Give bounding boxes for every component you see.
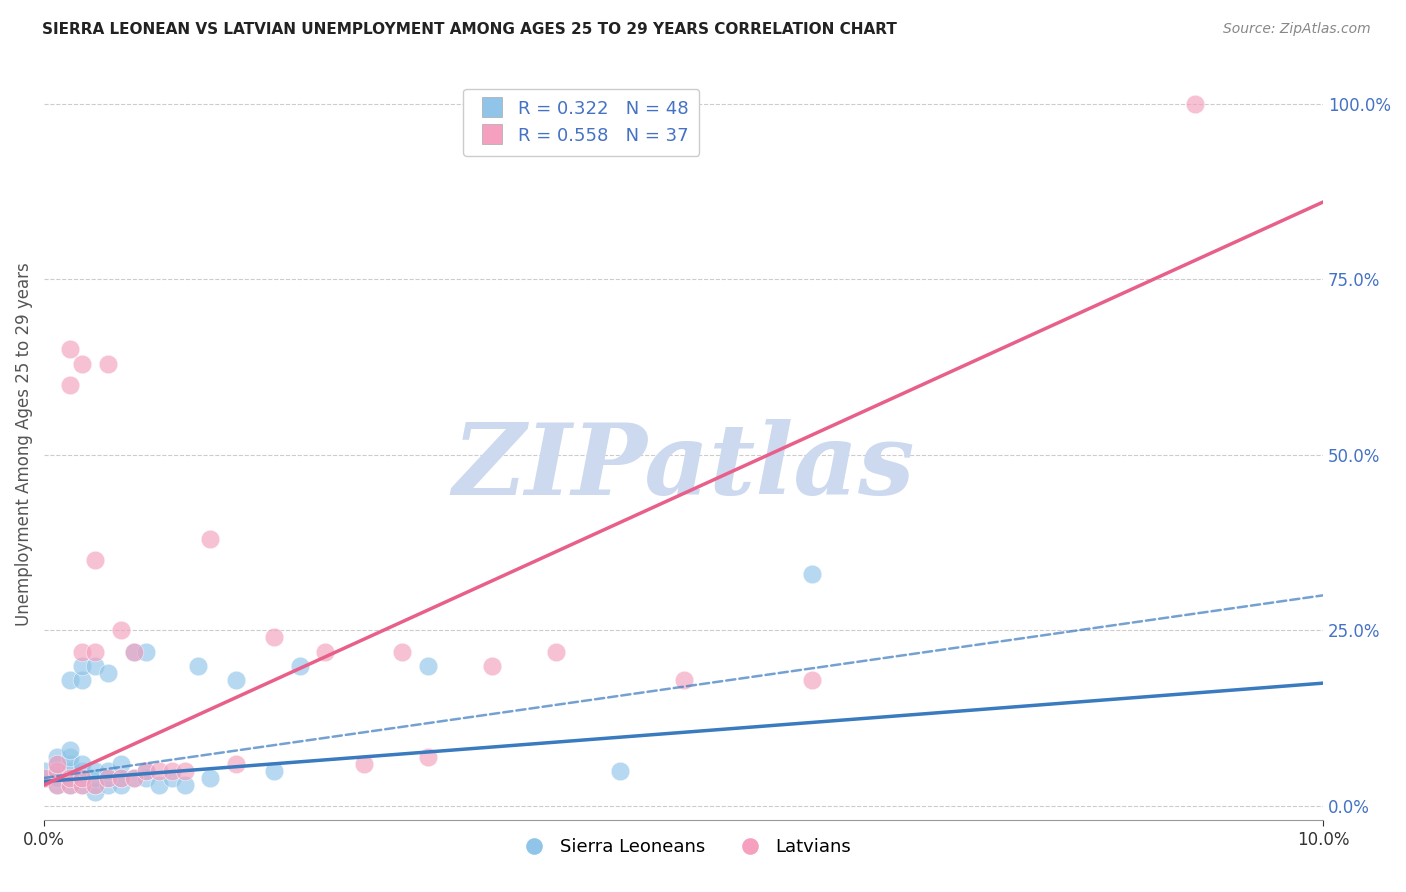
- Point: [160, 771, 183, 785]
- Point: [84, 644, 107, 658]
- Point: [32, 764, 55, 778]
- Point: [122, 644, 145, 658]
- Point: [110, 771, 132, 785]
- Point: [72, 673, 94, 687]
- Point: [72, 771, 94, 785]
- Point: [122, 644, 145, 658]
- Point: [59, 750, 82, 764]
- Point: [45, 756, 67, 771]
- Point: [672, 673, 695, 687]
- Point: [1184, 96, 1206, 111]
- Point: [72, 644, 94, 658]
- Point: [122, 771, 145, 785]
- Point: [72, 778, 94, 792]
- Point: [72, 658, 94, 673]
- Point: [97, 665, 120, 680]
- Point: [288, 658, 311, 673]
- Point: [72, 778, 94, 792]
- Point: [135, 644, 157, 658]
- Point: [59, 778, 82, 792]
- Point: [97, 764, 120, 778]
- Point: [173, 778, 195, 792]
- Point: [84, 778, 107, 792]
- Point: [148, 778, 170, 792]
- Point: [544, 644, 567, 658]
- Point: [97, 771, 120, 785]
- Point: [800, 567, 823, 582]
- Point: [315, 644, 337, 658]
- Point: [59, 764, 82, 778]
- Point: [45, 764, 67, 778]
- Point: [59, 343, 82, 357]
- Point: [72, 764, 94, 778]
- Point: [800, 673, 823, 687]
- Point: [416, 658, 439, 673]
- Point: [59, 673, 82, 687]
- Point: [45, 778, 67, 792]
- Point: [45, 750, 67, 764]
- Point: [160, 764, 183, 778]
- Point: [135, 764, 157, 778]
- Point: [609, 764, 631, 778]
- Text: SIERRA LEONEAN VS LATVIAN UNEMPLOYMENT AMONG AGES 25 TO 29 YEARS CORRELATION CHA: SIERRA LEONEAN VS LATVIAN UNEMPLOYMENT A…: [42, 22, 897, 37]
- Point: [225, 673, 247, 687]
- Point: [97, 778, 120, 792]
- Point: [225, 756, 247, 771]
- Point: [135, 771, 157, 785]
- Point: [122, 771, 145, 785]
- Point: [45, 764, 67, 778]
- Point: [391, 644, 413, 658]
- Point: [135, 764, 157, 778]
- Point: [84, 553, 107, 567]
- Point: [416, 750, 439, 764]
- Point: [84, 658, 107, 673]
- Point: [200, 771, 222, 785]
- Point: [72, 771, 94, 785]
- Point: [59, 771, 82, 785]
- Point: [110, 624, 132, 638]
- Legend: Sierra Leoneans, Latvians: Sierra Leoneans, Latvians: [509, 831, 858, 863]
- Point: [110, 756, 132, 771]
- Point: [45, 771, 67, 785]
- Point: [173, 764, 195, 778]
- Point: [187, 658, 209, 673]
- Point: [97, 771, 120, 785]
- Point: [110, 778, 132, 792]
- Point: [59, 778, 82, 792]
- Point: [110, 771, 132, 785]
- Point: [59, 771, 82, 785]
- Point: [32, 771, 55, 785]
- Point: [45, 756, 67, 771]
- Y-axis label: Unemployment Among Ages 25 to 29 years: Unemployment Among Ages 25 to 29 years: [15, 262, 32, 626]
- Point: [200, 532, 222, 546]
- Text: Source: ZipAtlas.com: Source: ZipAtlas.com: [1223, 22, 1371, 37]
- Point: [84, 785, 107, 799]
- Point: [32, 771, 55, 785]
- Point: [45, 778, 67, 792]
- Point: [353, 756, 375, 771]
- Point: [59, 377, 82, 392]
- Point: [263, 764, 285, 778]
- Point: [148, 764, 170, 778]
- Text: ZIPatlas: ZIPatlas: [453, 418, 915, 515]
- Point: [72, 357, 94, 371]
- Point: [481, 658, 503, 673]
- Point: [97, 357, 120, 371]
- Point: [59, 756, 82, 771]
- Point: [84, 771, 107, 785]
- Point: [84, 764, 107, 778]
- Point: [84, 778, 107, 792]
- Point: [72, 756, 94, 771]
- Point: [59, 743, 82, 757]
- Point: [263, 631, 285, 645]
